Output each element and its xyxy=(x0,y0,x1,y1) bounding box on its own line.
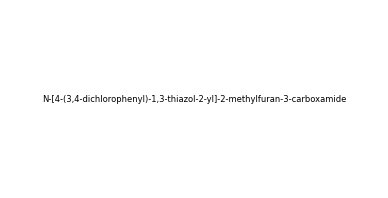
Text: N-[4-(3,4-dichlorophenyl)-1,3-thiazol-2-yl]-2-methylfuran-3-carboxamide: N-[4-(3,4-dichlorophenyl)-1,3-thiazol-2-… xyxy=(42,94,346,104)
